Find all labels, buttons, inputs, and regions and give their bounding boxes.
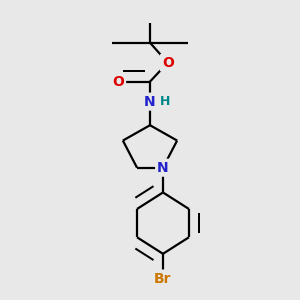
Text: N: N (157, 161, 169, 175)
Text: N: N (144, 94, 156, 109)
Text: H: H (160, 95, 170, 108)
Text: Br: Br (154, 272, 172, 286)
Text: O: O (112, 75, 124, 88)
Text: O: O (162, 56, 174, 70)
